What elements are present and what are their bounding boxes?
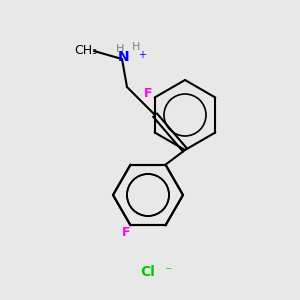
Text: +: + bbox=[138, 50, 146, 60]
Text: Cl: Cl bbox=[141, 265, 155, 279]
Text: N: N bbox=[118, 50, 130, 64]
Text: H: H bbox=[116, 44, 124, 54]
Text: F: F bbox=[122, 226, 131, 239]
Text: F: F bbox=[143, 87, 152, 100]
Text: CH₃: CH₃ bbox=[74, 44, 98, 58]
Text: ⁻: ⁻ bbox=[164, 265, 172, 279]
Text: H: H bbox=[132, 42, 140, 52]
